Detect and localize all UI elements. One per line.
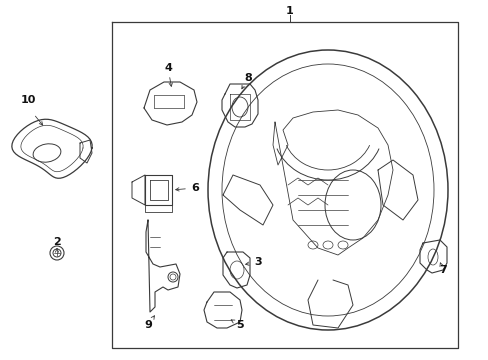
Text: 3: 3 [254, 257, 261, 267]
Text: 8: 8 [244, 73, 251, 83]
Text: 2: 2 [53, 237, 61, 247]
Text: 6: 6 [191, 183, 199, 193]
Text: 4: 4 [164, 63, 172, 73]
Text: 5: 5 [236, 320, 244, 330]
Text: 7: 7 [438, 265, 446, 275]
Text: 1: 1 [285, 6, 293, 16]
Text: 9: 9 [144, 320, 152, 330]
Text: 10: 10 [20, 95, 36, 105]
